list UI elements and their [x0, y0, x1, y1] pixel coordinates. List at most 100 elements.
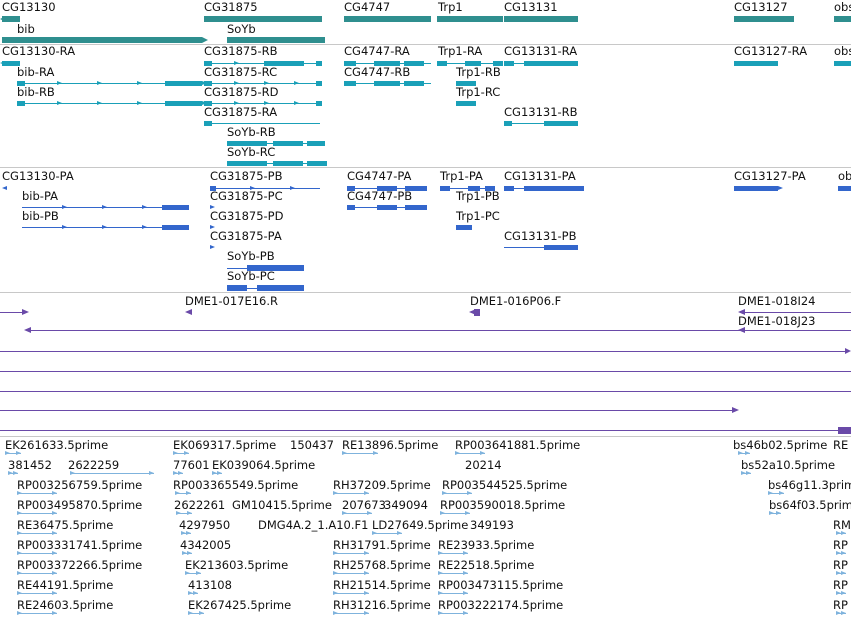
est-label-re23933[interactable]: RE23933.5prime: [438, 538, 535, 552]
est-label-rp003641881[interactable]: RP003641881.5prime: [455, 438, 581, 452]
transcript-label-cg13127-ra[interactable]: CG13127-RA: [734, 44, 808, 58]
exon-block[interactable]: [162, 205, 189, 210]
exon-block[interactable]: [456, 101, 476, 106]
exon-block[interactable]: [405, 186, 427, 191]
est-label-rp-edge-4[interactable]: RP: [833, 598, 848, 612]
transcript-label-cg31875-rc[interactable]: CG31875-RC: [204, 65, 278, 79]
gene-block[interactable]: [734, 16, 794, 22]
est-label-2622259[interactable]: 2622259: [68, 458, 120, 472]
exon-block[interactable]: [468, 186, 480, 191]
gene-label-cg13130[interactable]: CG13130: [2, 0, 56, 14]
gene-block[interactable]: [437, 16, 503, 22]
exon-block[interactable]: [210, 186, 216, 191]
est-label-rh25768[interactable]: RH25768.5prime: [333, 558, 431, 572]
est-label-77601[interactable]: 77601: [173, 458, 210, 472]
est-label-rp003495870[interactable]: RP003495870.5prime: [17, 498, 143, 512]
feature-block[interactable]: [838, 427, 851, 434]
exon-block[interactable]: [316, 101, 322, 106]
exon-block[interactable]: [316, 81, 322, 86]
transcript-label-trp1-rb[interactable]: Trp1-RB: [456, 65, 501, 79]
exon-block[interactable]: [465, 61, 481, 66]
exon-block[interactable]: [316, 61, 322, 66]
exon-block[interactable]: [2, 61, 20, 66]
est-label-ek039064[interactable]: EK039064.5prime: [212, 458, 316, 472]
exon-block[interactable]: [524, 186, 584, 191]
exon-block[interactable]: [456, 81, 476, 86]
exon-block[interactable]: [504, 61, 514, 66]
est-label-ld27649[interactable]: LD27649.5prime: [372, 518, 469, 532]
transcript-label-cg31875-rb[interactable]: CG31875-RB: [204, 44, 278, 58]
est-label-150437[interactable]: 150437: [290, 438, 334, 452]
est-label-207673[interactable]: 207673: [342, 498, 386, 512]
clone-label-dme1-017e16-r[interactable]: DME1-017E16.R: [185, 294, 279, 308]
exon-block[interactable]: [344, 61, 356, 66]
gene-label-soyb[interactable]: SoYb: [227, 22, 256, 36]
exon-block[interactable]: [204, 61, 212, 66]
transcript-label-bib-ra[interactable]: bib-RA: [17, 65, 55, 79]
protein-label-cg13130-pa[interactable]: CG13130-PA: [2, 169, 74, 183]
exon-block[interactable]: [347, 205, 355, 210]
protein-label-cg13127-pa[interactable]: CG13127-PA: [734, 169, 806, 183]
est-label-re13896[interactable]: RE13896.5prime: [342, 438, 439, 452]
exon-block[interactable]: [204, 101, 212, 106]
est-label-re24603[interactable]: RE24603.5prime: [17, 598, 114, 612]
protein-label-cg31875-pb[interactable]: CG31875-PB: [210, 169, 283, 183]
transcript-label-trp1-ra[interactable]: Trp1-RA: [438, 44, 483, 58]
transcript-label-cg4747-rb[interactable]: CG4747-RB: [344, 65, 411, 79]
exon-block[interactable]: [17, 101, 25, 106]
exon-block[interactable]: [307, 161, 327, 166]
gene-label-cg13131[interactable]: CG13131: [504, 0, 558, 14]
gene-block[interactable]: [204, 16, 322, 22]
est-label-4297950[interactable]: 4297950: [179, 518, 231, 532]
protein-label-cg4747-pa[interactable]: CG4747-PA: [347, 169, 412, 183]
est-label-349193[interactable]: 349193: [470, 518, 514, 532]
exon-block[interactable]: [504, 121, 512, 126]
gene-block[interactable]: [344, 16, 431, 22]
est-label-re22518[interactable]: RE22518.5prime: [438, 558, 535, 572]
est-label-ek267425[interactable]: EK267425.5prime: [188, 598, 292, 612]
protein-label-cg4747-pb[interactable]: CG4747-PB: [347, 189, 413, 203]
exon-block[interactable]: [544, 121, 578, 126]
exon-block[interactable]: [347, 186, 355, 191]
est-label-rp003372266[interactable]: RP003372266.5prime: [17, 558, 143, 572]
exon-block[interactable]: [162, 225, 189, 230]
est-label-re-edge[interactable]: RE: [833, 438, 849, 452]
est-label-381452[interactable]: 381452: [8, 458, 52, 472]
gene-label-cg4747[interactable]: CG4747: [344, 0, 391, 14]
est-label-rp003590018[interactable]: RP003590018.5prime: [440, 498, 566, 512]
est-label-rh31791[interactable]: RH31791.5prime: [333, 538, 431, 552]
exon-block[interactable]: [440, 186, 450, 191]
est-label-rp003256759[interactable]: RP003256759.5prime: [17, 478, 143, 492]
exon-block[interactable]: [204, 81, 212, 86]
est-label-20214[interactable]: 20214: [465, 458, 502, 472]
protein-label-obs[interactable]: obs: [838, 169, 851, 183]
transcript-label-cg13131-rb[interactable]: CG13131-RB: [504, 105, 578, 119]
exon-block[interactable]: [17, 81, 25, 86]
est-label-413108[interactable]: 413108: [188, 578, 232, 592]
clone-label-dme1-018j23[interactable]: DME1-018J23: [738, 314, 816, 328]
protein-label-cg31875-pc[interactable]: CG31875-PC: [210, 189, 283, 203]
est-label-bs46b02[interactable]: bs46b02.5prime: [733, 438, 828, 452]
protein-label-soyb-pb[interactable]: SoYb-PB: [227, 249, 275, 263]
est-label-ek069317[interactable]: EK069317.5prime: [173, 438, 277, 452]
exon-block[interactable]: [838, 186, 851, 191]
est-label-rp-edge-2[interactable]: RP: [833, 558, 848, 572]
est-label-rh31216[interactable]: RH31216.5prime: [333, 598, 431, 612]
exon-block[interactable]: [493, 61, 503, 66]
transcript-label-cg13130-ra[interactable]: CG13130-RA: [2, 44, 76, 58]
protein-label-cg13131-pb[interactable]: CG13131-PB: [504, 229, 577, 243]
exon-block[interactable]: [544, 245, 578, 250]
exon-block[interactable]: [404, 81, 424, 86]
est-label-rp003544525[interactable]: RP003544525.5prime: [442, 478, 568, 492]
exon-block[interactable]: [504, 186, 514, 191]
exon-block[interactable]: [257, 285, 304, 291]
gene-block[interactable]: [504, 16, 578, 22]
est-label-4342005[interactable]: 4342005: [180, 538, 232, 552]
est-label-2622261[interactable]: 2622261: [174, 498, 226, 512]
transcript-label-cg31875-ra[interactable]: CG31875-RA: [204, 105, 278, 119]
gene-block[interactable]: [834, 16, 851, 22]
exon-block[interactable]: [524, 61, 578, 66]
transcript-label-soyb-rb[interactable]: SoYb-RB: [227, 125, 276, 139]
est-label-dmg4a[interactable]: DMG4A.2_1.A10.F1: [258, 518, 369, 532]
est-label-rp003473115[interactable]: RP003473115.5prime: [438, 578, 564, 592]
